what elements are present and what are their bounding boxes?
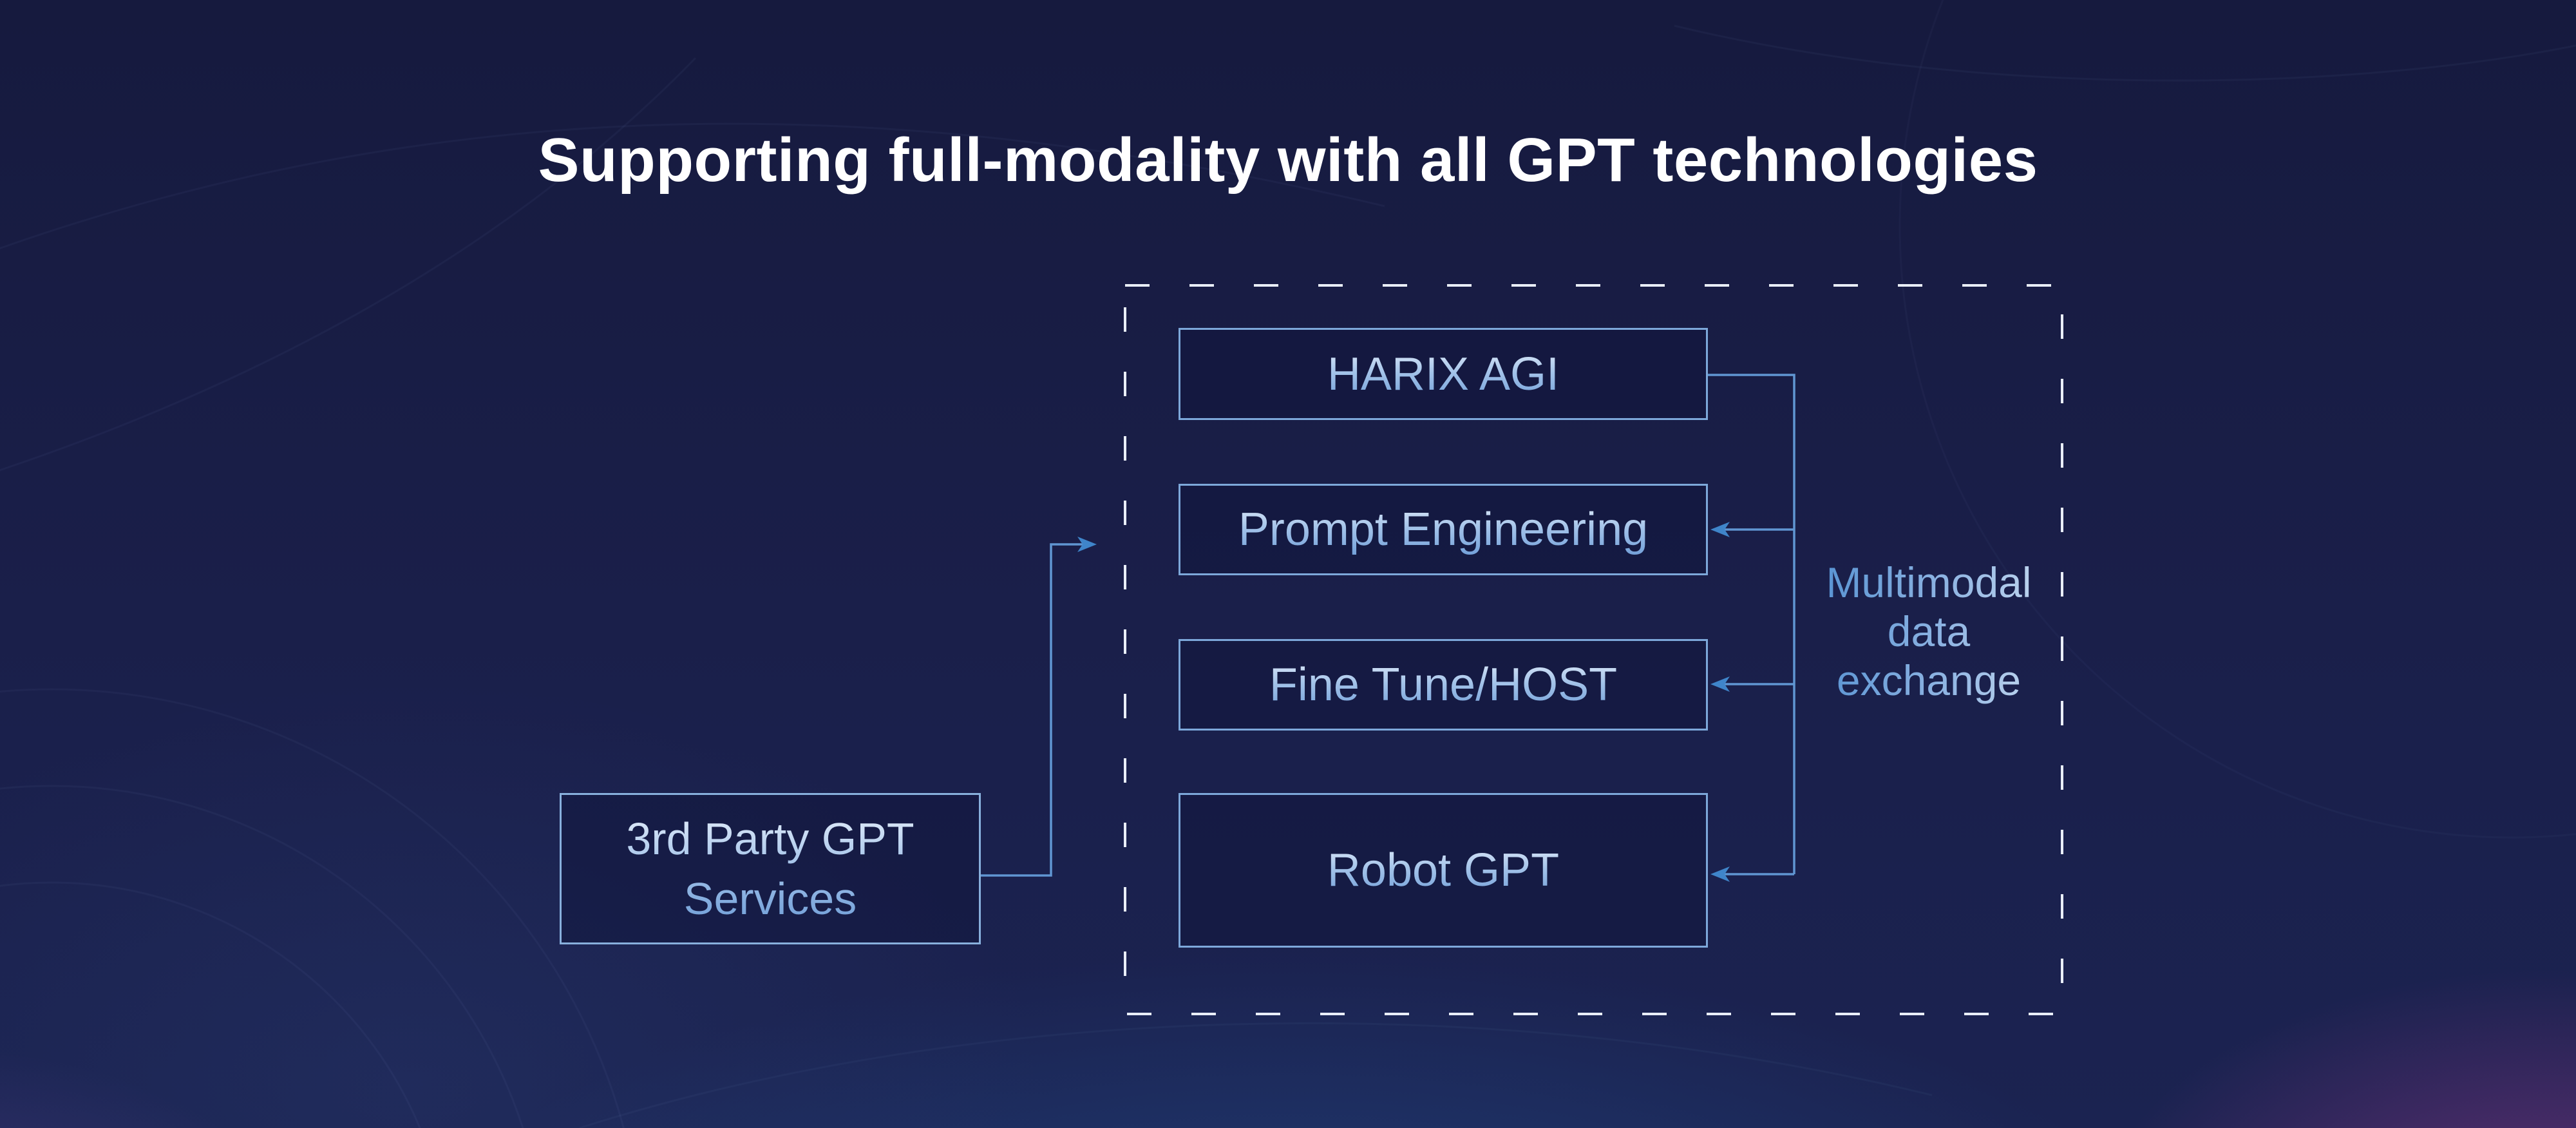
node-third-party-gpt-services: 3rd Party GPT Services (560, 793, 981, 944)
node-label: Robot GPT (1327, 841, 1559, 899)
node-prompt-engineering: Prompt Engineering (1179, 484, 1708, 575)
node-label-line2: Services (683, 873, 857, 924)
background-arc (0, 881, 421, 1128)
arrow-left-icon (1710, 866, 1730, 882)
background-arc (0, 688, 625, 1128)
multimodal-data-exchange-label: Multimodal data exchange (1800, 558, 2058, 705)
slide-title: Supporting full-modality with all GPT te… (538, 126, 2038, 195)
node-label: Prompt Engineering (1238, 501, 1648, 559)
node-robot-gpt: Robot GPT (1179, 793, 1708, 948)
gpt-group-dashed-border (1124, 284, 2063, 1015)
background-arc (0, 122, 1385, 250)
arrow-right-icon (1077, 537, 1097, 552)
connector-harix-trunk (1708, 374, 1795, 874)
background-arc (1899, 0, 2576, 839)
side-label-line1: Multimodal (1826, 559, 2032, 606)
node-label: HARIX AGI (1327, 345, 1559, 403)
node-label: 3rd Party GPT Services (626, 809, 914, 928)
background-arc (0, 785, 524, 1128)
side-label-line2: data (1887, 607, 1971, 655)
background-arc (0, 57, 697, 472)
node-harix-agi: HARIX AGI (1179, 328, 1708, 420)
arrow-left-icon (1710, 522, 1730, 537)
background-arc (1674, 24, 2576, 82)
background-arc (579, 1022, 1933, 1128)
connector-third-party-to-group (981, 543, 1083, 877)
node-label: Fine Tune/HOST (1269, 656, 1617, 714)
arrow-left-icon (1710, 676, 1730, 692)
node-label-line1: 3rd Party GPT (626, 814, 914, 865)
side-label-line3: exchange (1836, 656, 2022, 704)
node-fine-tune-host: Fine Tune/HOST (1179, 639, 1708, 731)
